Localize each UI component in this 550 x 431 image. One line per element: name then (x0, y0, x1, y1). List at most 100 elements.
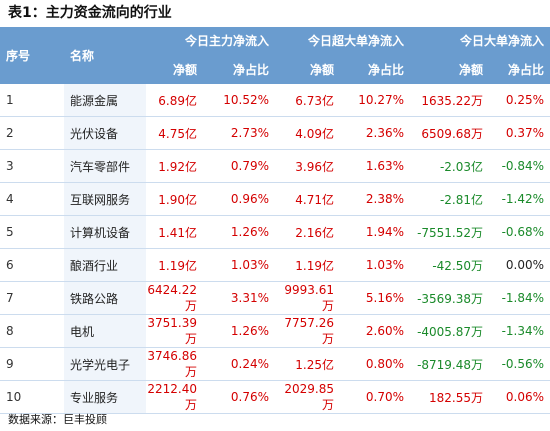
cell-super-large-net-ratio: 0.70% (340, 380, 411, 414)
cell-main-net-amount: 6.89亿 (146, 84, 203, 117)
row-seq: 10 (0, 380, 64, 414)
cell-large-net-amount: 6509.68万 (410, 116, 490, 150)
header-sub-net-ratio: 净占比 (203, 54, 276, 84)
header-sub-net-amount: 净额 (146, 54, 203, 84)
cell-main-net-ratio: 0.76% (203, 380, 276, 414)
cell-large-net-amount: -4005.87万 (410, 314, 490, 348)
header-sub-net-amount: 净额 (275, 54, 341, 84)
cell-large-net-amount: -2.03亿 (410, 149, 490, 183)
row-industry-name: 电机 (64, 314, 146, 348)
row-industry-name: 汽车零部件 (64, 149, 146, 183)
table-row: 4 互联网服务 1.90亿 0.96% 4.71亿 2.38% -2.81亿 -1.42% (0, 182, 550, 216)
header-sub-net-ratio: 净占比 (340, 54, 411, 84)
header-group-super-large: 今日超大单净流入 (275, 27, 411, 54)
row-industry-name: 光伏设备 (64, 116, 146, 150)
cell-super-large-net-amount: 6.73亿 (275, 84, 341, 117)
cell-large-net-amount: -8719.48万 (410, 347, 490, 381)
cell-super-large-net-amount: 3.96亿 (275, 149, 341, 183)
cell-main-net-amount: 1.92亿 (146, 149, 203, 183)
header-row-sub: 净额 净占比 净额 净占比 净额 净占比 (0, 54, 550, 84)
cell-super-large-net-ratio: 1.63% (340, 149, 411, 183)
cell-main-net-ratio: 3.31% (203, 281, 276, 315)
row-seq: 7 (0, 281, 64, 315)
cell-super-large-net-ratio: 5.16% (340, 281, 411, 315)
cell-super-large-net-amount: 4.09亿 (275, 116, 341, 150)
header-sub-net-ratio: 净占比 (489, 54, 550, 84)
data-source: 数据来源：巨丰投顾 (8, 413, 107, 426)
cell-main-net-ratio: 0.96% (203, 182, 276, 216)
cell-super-large-net-amount: 4.71亿 (275, 182, 341, 216)
row-industry-name: 铁路公路 (64, 281, 146, 315)
row-seq: 8 (0, 314, 64, 348)
cell-super-large-net-ratio: 10.27% (340, 84, 411, 117)
header-group-main: 今日主力净流入 (146, 27, 276, 54)
cell-main-net-amount: 2212.40万 (146, 380, 203, 414)
table-row: 9 光学光电子 3746.86万 0.24% 1.25亿 0.80% -8719.48万 -0… (0, 347, 550, 381)
cell-large-net-ratio: -0.84% (489, 149, 550, 183)
header-seq: 序号 (0, 27, 64, 84)
table-row: 7 铁路公路 6424.22万 3.31% 9993.61万 5.16% -3569.38万… (0, 281, 550, 315)
cell-super-large-net-ratio: 1.03% (340, 248, 411, 282)
fund-flow-table: 序号 名称 今日主力净流入 今日超大单净流入 今日大单净流入 净额 净占比 净额… (0, 27, 550, 414)
cell-main-net-ratio: 1.03% (203, 248, 276, 282)
header-group-large: 今日大单净流入 (410, 27, 550, 54)
cell-large-net-ratio: 0.25% (489, 84, 550, 117)
table-row: 5 计算机设备 1.41亿 1.26% 2.16亿 1.94% -7551.52万 -0.68… (0, 215, 550, 249)
cell-super-large-net-ratio: 2.60% (340, 314, 411, 348)
cell-main-net-ratio: 0.24% (203, 347, 276, 381)
cell-main-net-ratio: 1.26% (203, 314, 276, 348)
cell-large-net-ratio: 0.00% (489, 248, 550, 282)
row-seq: 4 (0, 182, 64, 216)
table-row: 8 电机 3751.39万 1.26% 7757.26万 2.60% -4005.87万 -1… (0, 314, 550, 348)
cell-large-net-amount: 1635.22万 (410, 84, 490, 117)
cell-super-large-net-amount: 2029.85万 (275, 380, 341, 414)
table-row: 3 汽车零部件 1.92亿 0.79% 3.96亿 1.63% -2.03亿 -0.84% (0, 149, 550, 183)
cell-large-net-amount: -42.50万 (410, 248, 490, 282)
cell-super-large-net-amount: 2.16亿 (275, 215, 341, 249)
cell-super-large-net-ratio: 2.38% (340, 182, 411, 216)
cell-large-net-ratio: -0.68% (489, 215, 550, 249)
cell-large-net-ratio: -0.56% (489, 347, 550, 381)
cell-large-net-ratio: -1.84% (489, 281, 550, 315)
cell-main-net-amount: 3751.39万 (146, 314, 203, 348)
row-industry-name: 光学光电子 (64, 347, 146, 381)
row-seq: 3 (0, 149, 64, 183)
header-sub-net-amount: 净额 (410, 54, 490, 84)
row-industry-name: 计算机设备 (64, 215, 146, 249)
cell-large-net-amount: -7551.52万 (410, 215, 490, 249)
row-seq: 9 (0, 347, 64, 381)
cell-main-net-ratio: 2.73% (203, 116, 276, 150)
table-title: 表1：主力资金流向的行业 (8, 5, 172, 21)
cell-super-large-net-amount: 9993.61万 (275, 281, 341, 315)
cell-main-net-ratio: 0.79% (203, 149, 276, 183)
row-industry-name: 能源金属 (64, 84, 146, 117)
cell-main-net-amount: 4.75亿 (146, 116, 203, 150)
cell-large-net-ratio: -1.42% (489, 182, 550, 216)
header-name: 名称 (64, 27, 146, 84)
cell-main-net-amount: 6424.22万 (146, 281, 203, 315)
row-seq: 5 (0, 215, 64, 249)
row-industry-name: 酿酒行业 (64, 248, 146, 282)
row-industry-name: 专业服务 (64, 380, 146, 414)
cell-super-large-net-ratio: 0.80% (340, 347, 411, 381)
cell-super-large-net-amount: 1.19亿 (275, 248, 341, 282)
cell-main-net-amount: 1.90亿 (146, 182, 203, 216)
cell-main-net-amount: 1.41亿 (146, 215, 203, 249)
cell-main-net-amount: 1.19亿 (146, 248, 203, 282)
cell-super-large-net-amount: 1.25亿 (275, 347, 341, 381)
row-seq: 6 (0, 248, 64, 282)
table-row: 6 酿酒行业 1.19亿 1.03% 1.19亿 1.03% -42.50万 0.00% (0, 248, 550, 282)
table-row: 1 能源金属 6.89亿 10.52% 6.73亿 10.27% 1635.22万 0.25% (0, 84, 550, 117)
row-industry-name: 互联网服务 (64, 182, 146, 216)
cell-large-net-amount: 182.55万 (410, 380, 490, 414)
table-row: 2 光伏设备 4.75亿 2.73% 4.09亿 2.36% 6509.68万 0.37% (0, 116, 550, 150)
cell-super-large-net-ratio: 1.94% (340, 215, 411, 249)
cell-super-large-net-amount: 7757.26万 (275, 314, 341, 348)
cell-main-net-ratio: 1.26% (203, 215, 276, 249)
cell-large-net-amount: -3569.38万 (410, 281, 490, 315)
row-seq: 2 (0, 116, 64, 150)
cell-main-net-amount: 3746.86万 (146, 347, 203, 381)
cell-main-net-ratio: 10.52% (203, 84, 276, 117)
table-row: 10 专业服务 2212.40万 0.76% 2029.85万 0.70% 182.55万 0… (0, 380, 550, 414)
cell-large-net-ratio: -1.34% (489, 314, 550, 348)
